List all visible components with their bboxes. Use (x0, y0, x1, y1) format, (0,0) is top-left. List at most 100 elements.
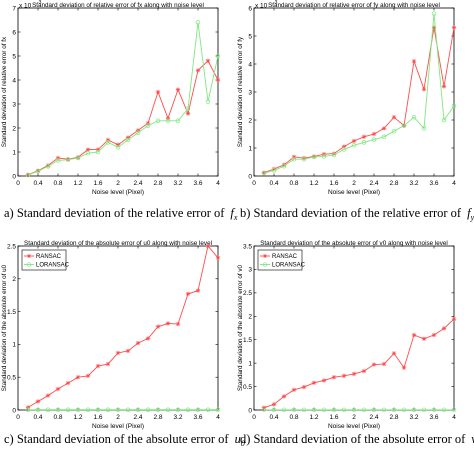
data-point-loransac (341, 407, 347, 413)
plot-frame (17, 245, 219, 411)
y-axis-label: Standard deviation of relative error of … (237, 36, 244, 147)
data-point-loransac (331, 407, 337, 413)
series-line-loransac (27, 22, 219, 176)
data-point-ransac (361, 134, 367, 139)
data-point-ransac (301, 384, 307, 390)
y-tick-label: 1.5 (243, 337, 252, 344)
data-point-loransac (165, 118, 171, 124)
data-point-loransac (421, 407, 427, 413)
data-point-ransac (145, 336, 151, 341)
y-axis-label: Standard deviation of the absolute error… (1, 264, 8, 391)
y-tick-label: 1 (248, 145, 252, 152)
data-point-loransac (45, 407, 51, 412)
data-point-ransac (381, 361, 387, 367)
data-point-loransac (145, 407, 151, 412)
y-tick-label: 5 (248, 33, 252, 40)
data-point-loransac (261, 407, 267, 413)
x-tick-label: 1.2 (73, 414, 82, 421)
data-point-ransac (35, 399, 41, 404)
x-axis-label: Noise level (Pixel) (328, 423, 380, 430)
y-tick-label: 1 (12, 342, 16, 349)
data-point-loransac (125, 407, 131, 412)
data-point-loransac (291, 407, 297, 413)
data-point-loransac (411, 407, 417, 413)
data-point-ransac (95, 363, 101, 369)
data-point-loransac (391, 407, 397, 413)
data-point-ransac (215, 77, 221, 83)
data-point-loransac (155, 407, 161, 412)
data-point-ransac (195, 68, 201, 73)
caption-c-text: c) Standard deviation of the absolute er… (4, 432, 229, 446)
data-point-loransac (105, 407, 111, 412)
y-exponent-power: -3 (273, 0, 278, 6)
data-point-ransac (321, 378, 327, 383)
data-point-loransac (281, 407, 287, 413)
data-point-loransac (175, 118, 181, 124)
data-point-ransac (291, 387, 297, 393)
caption-a-symbol: f (230, 206, 234, 220)
data-point-loransac (321, 407, 327, 413)
data-point-loransac (195, 407, 201, 412)
legend-label-ransac: RANSAC (272, 254, 298, 260)
y-tick-label: 2 (248, 314, 252, 321)
x-tick-label: 0.8 (53, 414, 62, 421)
y-exponent-label: x 10 (255, 3, 268, 10)
data-point-ransac (165, 321, 171, 326)
x-tick-label: 4 (452, 414, 456, 421)
x-tick-label: 2.4 (369, 180, 378, 187)
data-point-ransac (441, 84, 447, 89)
legend-marker-loransac (262, 262, 268, 267)
x-tick-label: 4 (216, 180, 220, 187)
x-tick-label: 0 (16, 414, 20, 421)
data-point-loransac (431, 407, 437, 413)
x-tick-label: 1.6 (93, 180, 102, 187)
data-point-ransac (75, 155, 81, 160)
data-point-ransac (75, 375, 81, 380)
data-point-loransac (341, 147, 347, 152)
x-tick-label: 1.6 (93, 414, 102, 421)
data-point-loransac (371, 137, 377, 142)
caption-a-subscript: x (233, 213, 238, 222)
data-point-loransac (411, 114, 417, 120)
y-tick-label: 5 (12, 53, 16, 60)
x-tick-label: 0.8 (289, 414, 298, 421)
plot-frame (253, 7, 455, 177)
data-point-loransac (271, 407, 277, 413)
data-point-loransac (125, 137, 131, 143)
x-tick-label: 0.4 (33, 414, 42, 421)
x-tick-label: 4 (216, 414, 220, 421)
data-point-loransac (361, 407, 367, 413)
data-point-ransac (145, 121, 151, 126)
data-point-ransac (95, 147, 101, 152)
x-tick-label: 2.4 (133, 414, 142, 421)
data-point-ransac (175, 321, 181, 327)
data-point-loransac (105, 140, 111, 145)
data-point-loransac (281, 163, 287, 169)
data-point-ransac (135, 340, 141, 346)
y-tick-label: 1 (12, 149, 16, 156)
data-point-loransac (361, 140, 367, 145)
data-point-loransac (451, 407, 457, 413)
data-point-ransac (411, 332, 417, 338)
y-tick-label: 0.5 (7, 375, 16, 382)
data-point-ransac (135, 128, 141, 133)
data-point-ransac (421, 87, 427, 92)
data-point-loransac (85, 407, 91, 412)
data-point-ransac (331, 151, 337, 156)
data-point-ransac (271, 402, 277, 407)
chart-title: Standard deviation of the absolute error… (260, 240, 448, 247)
data-point-ransac (381, 126, 387, 131)
caption-a: a) Standard deviation of the relative er… (4, 206, 237, 222)
data-point-loransac (291, 156, 297, 162)
data-point-loransac (95, 407, 101, 412)
x-tick-label: 2.8 (153, 180, 162, 187)
data-point-ransac (391, 351, 397, 356)
x-tick-label: 2 (116, 414, 120, 421)
x-tick-label: 0.8 (289, 180, 298, 187)
x-tick-label: 2 (352, 414, 356, 421)
data-point-ransac (205, 58, 211, 63)
x-tick-label: 3.6 (193, 414, 202, 421)
chart-panel-4: Standard deviation of the absolute error… (237, 240, 457, 430)
data-point-ransac (185, 111, 191, 116)
series-line-ransac (27, 245, 219, 408)
